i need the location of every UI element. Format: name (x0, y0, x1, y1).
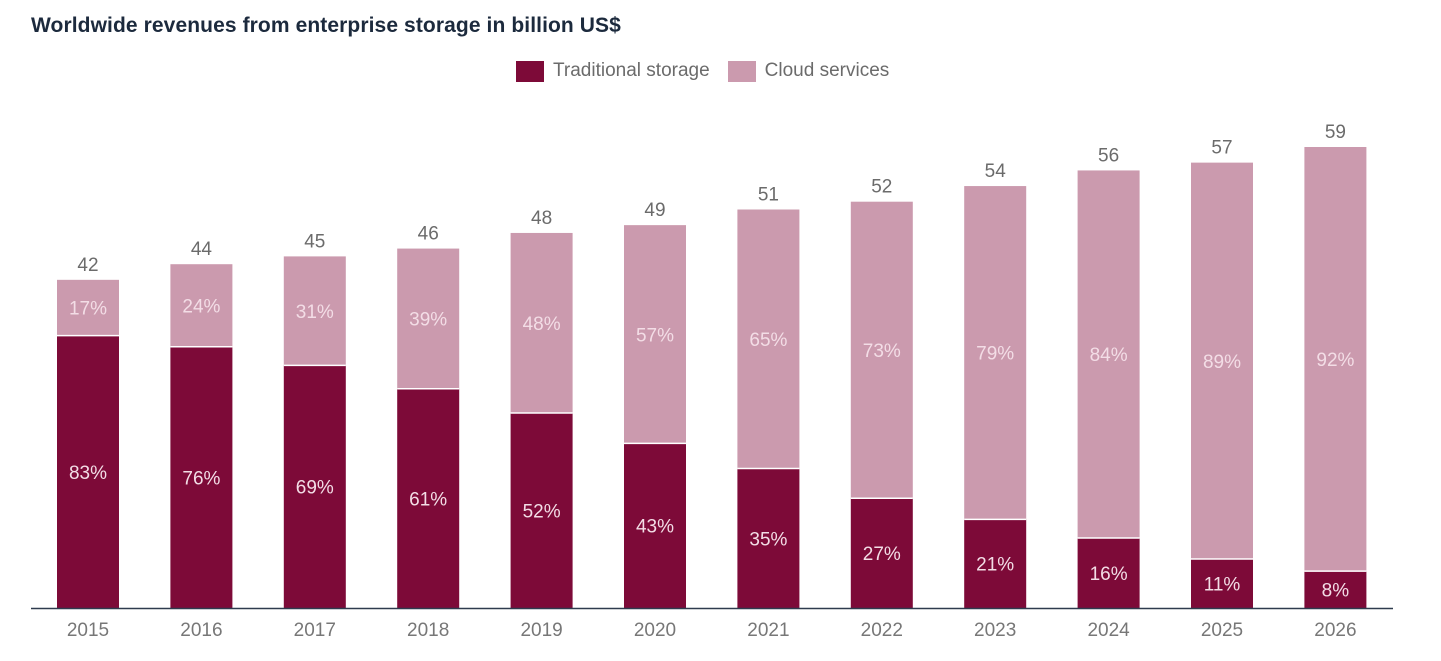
pct-label-traditional-2016: 76% (182, 468, 220, 489)
pct-label-cloud-2021: 65% (749, 330, 787, 351)
total-label-2015: 42 (77, 255, 98, 276)
total-label-2026: 59 (1325, 122, 1346, 143)
legend-item-traditional: Traditional storage (516, 60, 710, 82)
bar-cloud-2024 (1077, 170, 1140, 538)
pct-label-cloud-2022: 73% (863, 341, 901, 362)
bar-traditional-2016 (170, 346, 233, 608)
legend-swatch-traditional (516, 60, 544, 82)
bar-traditional-2025 (1191, 559, 1253, 608)
pct-label-cloud-2023: 79% (976, 344, 1014, 365)
bar-traditional-2019 (510, 412, 573, 608)
x-tick-label-2016: 2016 (180, 620, 222, 641)
bar-traditional-2023 (964, 519, 1027, 608)
legend-swatch-cloud (727, 60, 756, 82)
pct-label-cloud-2020: 57% (636, 325, 674, 346)
bar-cloud-2020 (624, 225, 686, 444)
pct-label-traditional-2025: 11% (1204, 575, 1241, 596)
x-tick-label-2019: 2019 (520, 620, 562, 641)
pct-label-cloud-2019: 48% (523, 314, 561, 335)
total-label-2018: 46 (418, 224, 439, 245)
total-label-2017: 45 (304, 231, 325, 252)
total-label-2022: 52 (871, 177, 892, 198)
bar-cloud-2015 (57, 279, 119, 336)
pct-label-traditional-2020: 43% (636, 517, 674, 538)
x-tick-label-2021: 2021 (747, 620, 789, 641)
bar-traditional-2026 (1304, 571, 1367, 608)
bar-cloud-2016 (170, 264, 233, 347)
total-label-2021: 51 (758, 185, 779, 206)
legend-label-cloud: Cloud services (764, 60, 890, 81)
x-tick-label-2023: 2023 (974, 620, 1016, 641)
chart-title: Worldwide revenues from enterprise stora… (31, 14, 621, 37)
pct-label-traditional-2023: 21% (976, 555, 1014, 576)
legend-item-cloud: Cloud services (727, 60, 890, 82)
bar-traditional-2020 (624, 443, 686, 608)
pct-label-traditional-2019: 52% (523, 501, 561, 522)
total-label-2020: 49 (644, 200, 665, 221)
bar-cloud-2021 (737, 209, 800, 469)
bar-cloud-2019 (510, 232, 573, 413)
x-tick-label-2025: 2025 (1201, 620, 1243, 641)
x-tick-label-2024: 2024 (1087, 620, 1130, 641)
legend: Traditional storage Cloud services (516, 60, 907, 82)
x-tick-label-2015: 2015 (67, 620, 109, 641)
pct-label-traditional-2021: 35% (749, 529, 787, 550)
bar-cloud-2025 (1191, 162, 1253, 560)
total-label-2016: 44 (191, 239, 213, 260)
bar-traditional-2021 (737, 468, 800, 608)
pct-label-cloud-2024: 84% (1090, 345, 1128, 366)
x-tick-label-2018: 2018 (407, 620, 449, 641)
total-label-2024: 56 (1098, 145, 1119, 166)
total-label-2025: 57 (1211, 138, 1232, 159)
x-tick-label-2022: 2022 (861, 620, 903, 641)
x-tick-label-2017: 2017 (294, 620, 336, 641)
pct-label-traditional-2024: 16% (1090, 564, 1128, 585)
pct-label-cloud-2016: 24% (182, 296, 220, 317)
bar-cloud-2023 (964, 186, 1027, 520)
bar-traditional-2022 (850, 498, 913, 608)
pct-label-cloud-2017: 31% (296, 302, 334, 323)
x-tick-label-2020: 2020 (634, 620, 676, 641)
total-label-2023: 54 (985, 161, 1007, 182)
bar-cloud-2018 (397, 248, 460, 389)
pct-label-cloud-2015: 17% (69, 299, 107, 320)
pct-label-traditional-2017: 69% (296, 478, 334, 499)
bar-cloud-2026 (1304, 147, 1367, 572)
pct-label-cloud-2018: 39% (409, 310, 447, 331)
pct-label-cloud-2025: 89% (1203, 352, 1241, 373)
bar-traditional-2018 (397, 388, 460, 608)
pct-label-traditional-2015: 83% (69, 463, 107, 484)
bar-cloud-2022 (850, 201, 913, 499)
pct-label-traditional-2026: 8% (1322, 581, 1350, 602)
bar-traditional-2024 (1077, 537, 1140, 608)
bar-traditional-2017 (283, 365, 346, 608)
x-tick-label-2026: 2026 (1314, 620, 1356, 641)
bar-traditional-2015 (57, 335, 119, 608)
pct-label-traditional-2018: 61% (409, 489, 447, 510)
pct-label-traditional-2022: 27% (863, 544, 901, 565)
total-label-2019: 48 (531, 208, 552, 229)
legend-label-traditional: Traditional storage (553, 60, 710, 81)
bar-cloud-2017 (283, 256, 346, 366)
pct-label-cloud-2026: 92% (1316, 350, 1354, 371)
